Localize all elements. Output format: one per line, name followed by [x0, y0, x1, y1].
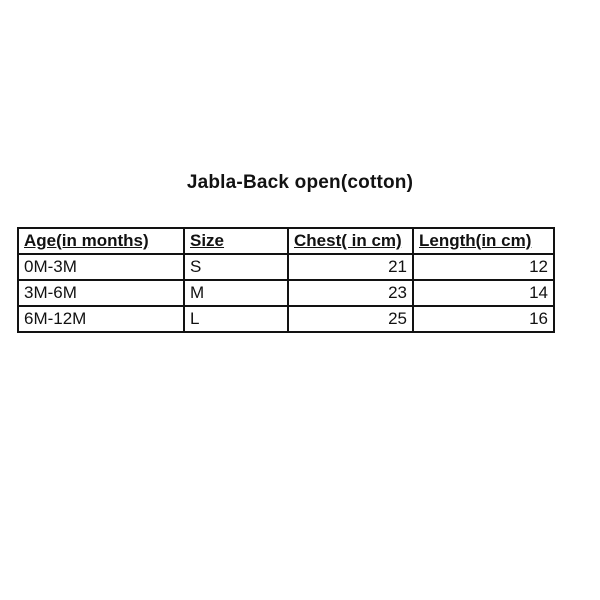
table-row: 6M-12M L 25 16: [17, 305, 555, 333]
cell-age: 6M-12M: [17, 305, 185, 333]
column-header-length: Length(in cm): [412, 227, 555, 255]
cell-chest: 23: [287, 279, 414, 307]
column-header-chest: Chest( in cm): [287, 227, 414, 255]
cell-size: M: [183, 279, 289, 307]
cell-chest: 21: [287, 253, 414, 281]
cell-chest: 25: [287, 305, 414, 333]
cell-age: 0M-3M: [17, 253, 185, 281]
column-header-age: Age(in months): [17, 227, 185, 255]
cell-length: 16: [412, 305, 555, 333]
column-header-size: Size: [183, 227, 289, 255]
cell-age: 3M-6M: [17, 279, 185, 307]
size-table: Age(in months) Size Chest( in cm) Length…: [17, 227, 555, 333]
page-title: Jabla-Back open(cotton): [186, 172, 414, 193]
header-row: Age(in months) Size Chest( in cm) Length…: [17, 227, 555, 255]
table-row: 3M-6M M 23 14: [17, 279, 555, 307]
cell-length: 14: [412, 279, 555, 307]
table-row: 0M-3M S 21 12: [17, 253, 555, 281]
cell-length: 12: [412, 253, 555, 281]
cell-size: L: [183, 305, 289, 333]
cell-size: S: [183, 253, 289, 281]
